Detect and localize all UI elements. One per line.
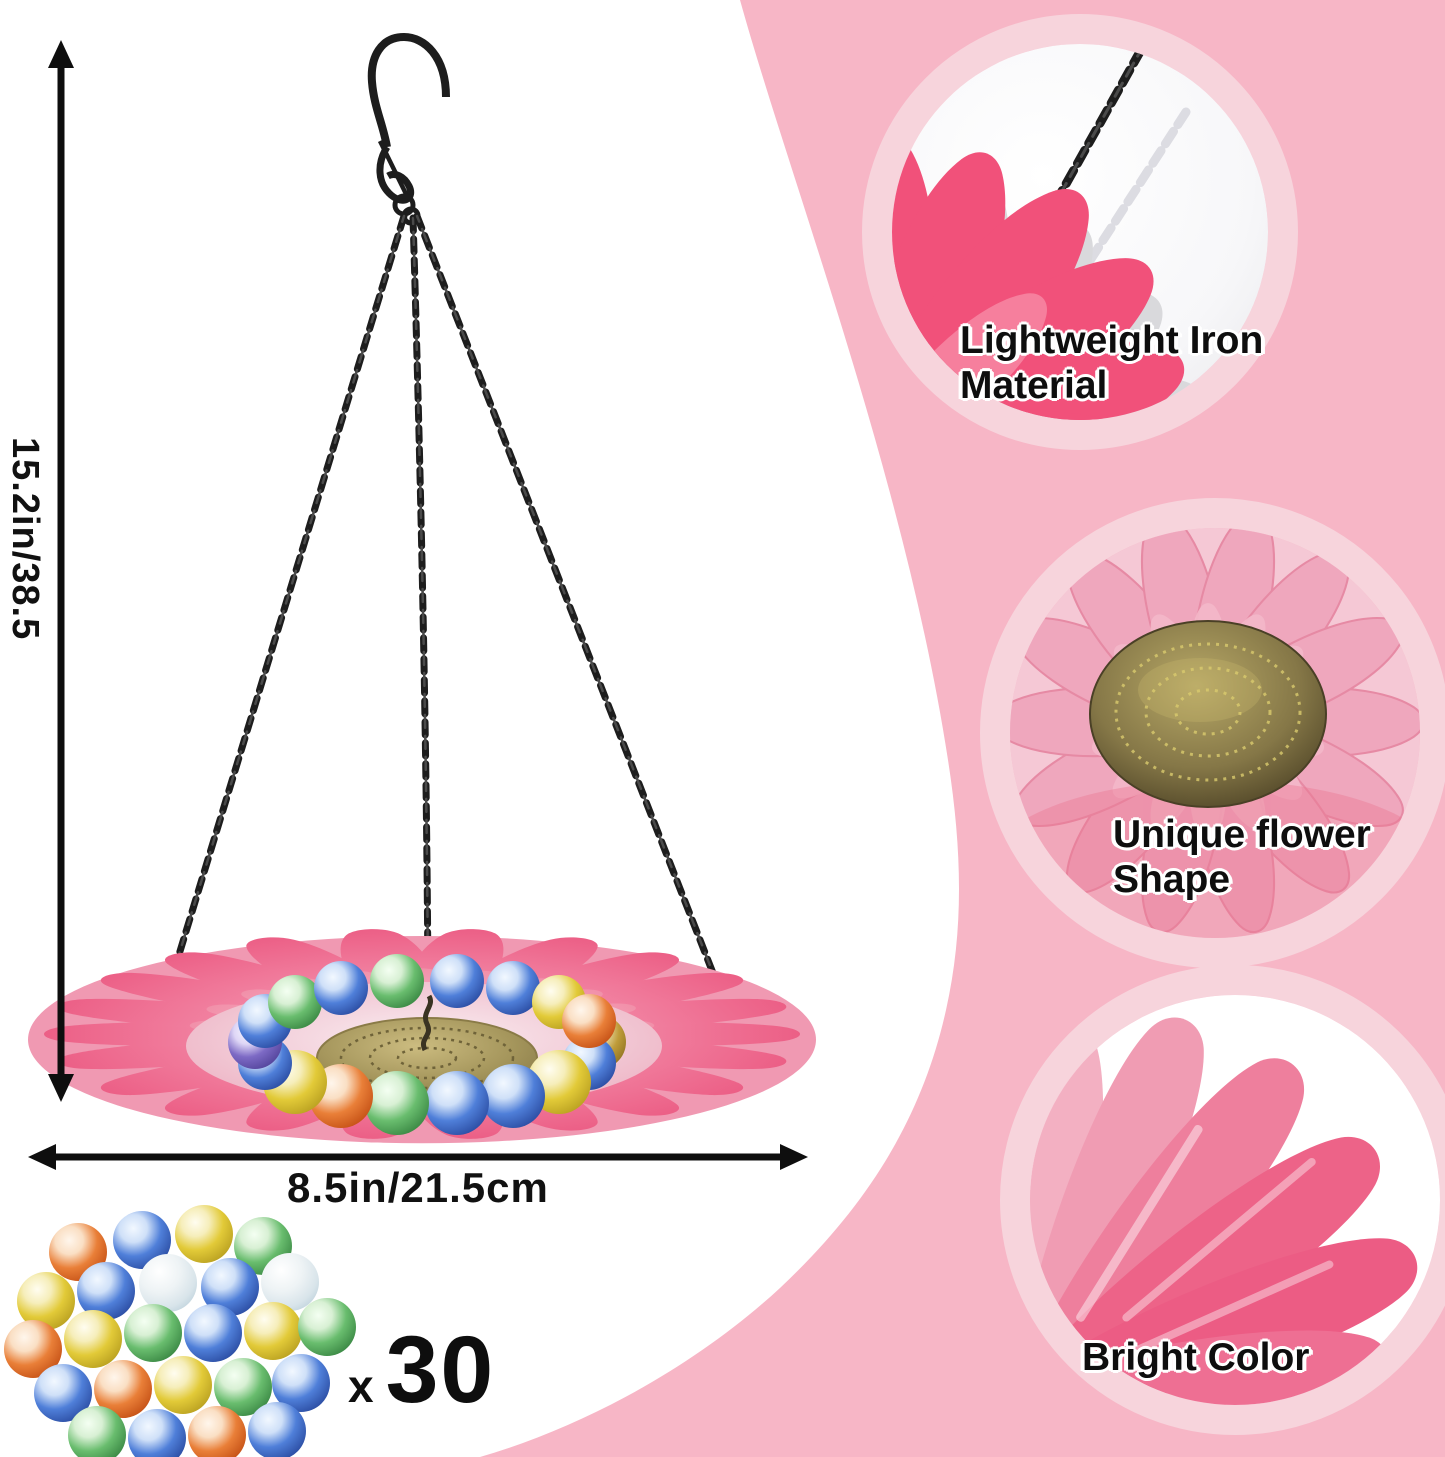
chain-center <box>409 214 432 1000</box>
hanging-chains <box>134 212 762 1088</box>
height-arrow <box>48 40 74 1102</box>
marble-count-multiplier: x <box>348 1360 374 1412</box>
width-dimension-label: 8.5in/21.5cm <box>287 1164 549 1211</box>
callout-circle-color <box>1000 965 1445 1435</box>
marble-count: x 30 <box>348 1316 495 1425</box>
height-dimension-label: 15.2in/38.5 <box>4 437 46 641</box>
callout-label-bright-color: Bright Color <box>1082 1336 1310 1379</box>
petal-color-closeup <box>1030 1001 1432 1405</box>
callout-label-lightweight-iron-material: Lightweight Iron Material <box>960 319 1264 407</box>
width-arrow <box>28 1144 808 1170</box>
marble-pile <box>4 1205 356 1457</box>
callout-label-unique-flower-shape: Unique flower Shape <box>1113 813 1371 901</box>
center-wire <box>421 994 433 1052</box>
flower-center-closeup <box>1089 620 1327 808</box>
callout-circle-material <box>862 14 1298 450</box>
callout-circle-shape <box>980 498 1445 968</box>
flower-feeder-dish <box>28 927 816 1144</box>
flower-center-gold <box>316 994 538 1099</box>
s-hook <box>367 32 450 226</box>
marble-count-value: 30 <box>385 1317 496 1423</box>
